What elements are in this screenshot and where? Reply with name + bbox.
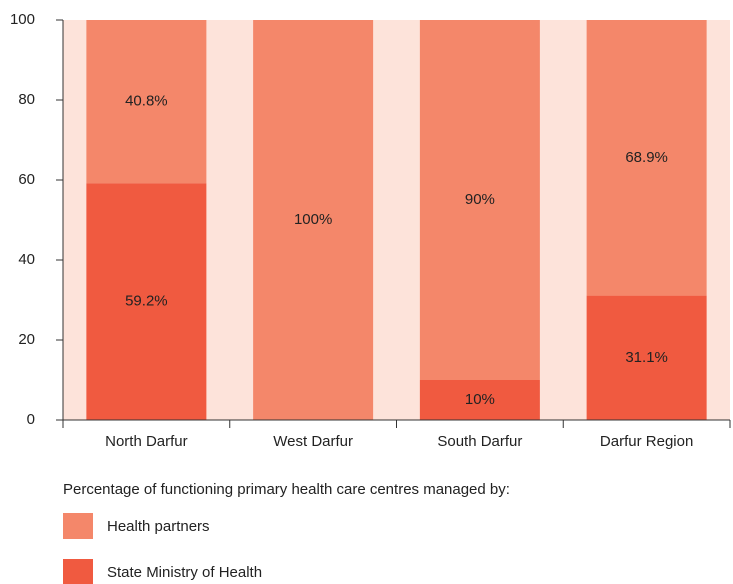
bar-segment — [86, 20, 207, 184]
bar-segment — [86, 183, 207, 420]
bar-segment — [253, 20, 374, 420]
x-tick-label: West Darfur — [273, 433, 353, 450]
bar-segment — [419, 380, 540, 420]
y-tick-label: 80 — [18, 91, 35, 108]
data-label: 90% — [465, 191, 495, 208]
legend-swatch — [63, 559, 93, 584]
x-tick-label: South Darfur — [437, 433, 522, 450]
x-tick-label: North Darfur — [105, 433, 188, 450]
data-label: 68.9% — [625, 149, 668, 166]
y-tick-label: 60 — [18, 171, 35, 188]
legend-title: Percentage of functioning primary health… — [63, 481, 510, 498]
data-label: 31.1% — [625, 349, 668, 366]
legend-label: State Ministry of Health — [107, 564, 262, 581]
data-label: 40.8% — [125, 93, 168, 110]
y-tick-label: 20 — [18, 331, 35, 348]
y-tick-label: 40 — [18, 251, 35, 268]
bar-segment — [586, 20, 707, 296]
y-tick-label: 0 — [27, 411, 35, 428]
data-label: 100% — [294, 211, 332, 228]
data-label: 59.2% — [125, 293, 168, 310]
bar-segment — [586, 295, 707, 420]
y-tick-label: 100 — [10, 11, 35, 28]
x-tick-label: Darfur Region — [600, 433, 693, 450]
data-label: 10% — [465, 391, 495, 408]
bar-segment — [419, 20, 540, 380]
legend-label: Health partners — [107, 518, 210, 535]
legend-swatch — [63, 513, 93, 539]
